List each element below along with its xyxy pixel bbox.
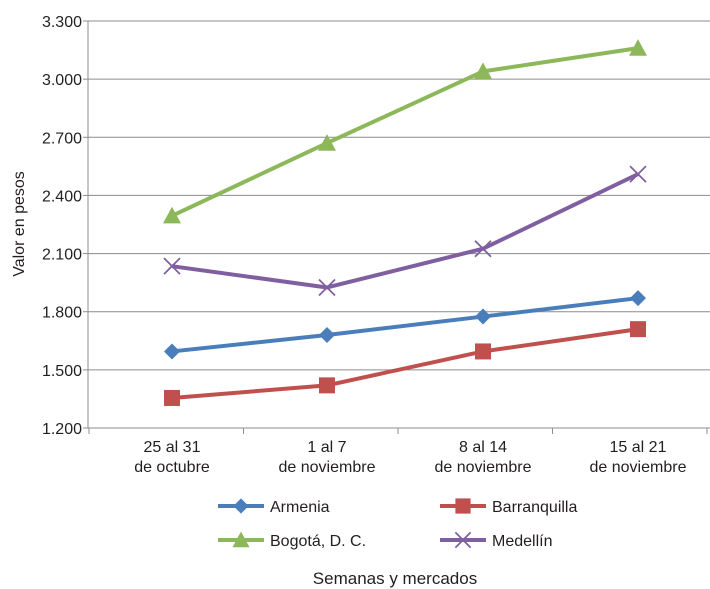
y-tick-label: 1.200 (42, 421, 82, 438)
y-tick-labels: 1.200 1.500 1.800 2.100 2.400 2.700 3.000 3.300 (42, 14, 82, 438)
legend: Armenia Barranquilla Bogotá, D. C. Medellín (218, 498, 577, 550)
data-point (164, 389, 180, 406)
legend-item: Bogotá, D. C. (218, 531, 366, 550)
series-lines (163, 39, 647, 406)
series-square (164, 321, 646, 406)
x-tick-label: 15 al 21 de noviembre (590, 439, 687, 476)
y-tick-label: 3.000 (42, 72, 82, 89)
legend-label: Armenia (270, 499, 330, 516)
x-tick-label: 8 al 14 de noviembre (435, 439, 532, 476)
legend-item: Barranquilla (440, 498, 577, 516)
data-point (630, 321, 646, 338)
x-axis-label: Semanas y mercados (313, 569, 477, 588)
data-point (319, 377, 335, 394)
y-tick-label: 1.800 (42, 305, 82, 322)
data-point (629, 165, 647, 183)
data-point (454, 531, 472, 549)
axes (83, 20, 708, 434)
series-line (171, 327, 639, 400)
data-point (232, 531, 250, 548)
series-line (171, 46, 639, 218)
data-point (455, 498, 471, 514)
data-point (233, 498, 249, 514)
data-point (474, 240, 492, 258)
data-point (630, 290, 646, 307)
x-tick-label: 25 al 31 de octubre (134, 439, 210, 476)
data-point (475, 308, 491, 325)
legend-item: Armenia (218, 498, 330, 516)
data-point (163, 206, 181, 224)
data-point (318, 134, 336, 151)
series-line (171, 296, 639, 354)
legend-label: Barranquilla (492, 499, 577, 516)
y-tick-label: 1.500 (42, 363, 82, 380)
y-axis-label: Valor en pesos (11, 171, 28, 277)
data-point (475, 343, 491, 360)
legend-item: Medellín (440, 531, 552, 550)
series-line (171, 172, 639, 290)
y-tick-label: 2.400 (42, 188, 82, 205)
legend-label: Bogotá, D. C. (270, 533, 366, 550)
y-tick-label: 2.700 (42, 130, 82, 147)
data-point (163, 257, 181, 275)
series-x (163, 165, 647, 297)
y-tick-label: 2.100 (42, 247, 82, 264)
series-triangle (163, 39, 647, 224)
y-tick-label: 3.300 (42, 14, 82, 31)
series-diamond (164, 290, 646, 360)
data-point (629, 39, 647, 56)
data-point (319, 326, 335, 343)
legend-label: Medellín (492, 533, 552, 550)
data-point (474, 62, 492, 80)
data-point (164, 343, 180, 360)
gridlines (88, 20, 710, 429)
data-point (318, 278, 336, 297)
x-tick-label: 1 al 7 de noviembre (279, 439, 376, 476)
x-tick-labels: 25 al 31 de octubre 1 al 7 de noviembre 8 al… (134, 439, 686, 476)
